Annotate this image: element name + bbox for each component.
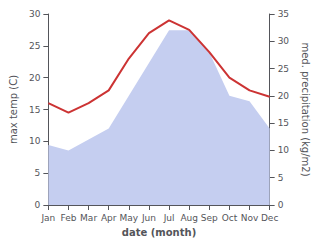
svg-text:5: 5 — [278, 173, 284, 183]
svg-text:Sep: Sep — [201, 213, 218, 223]
svg-text:0: 0 — [35, 200, 41, 210]
svg-text:30: 30 — [278, 36, 290, 46]
svg-text:Oct: Oct — [222, 213, 238, 223]
svg-text:Jan: Jan — [40, 213, 55, 223]
svg-text:date (month): date (month) — [122, 227, 196, 238]
svg-text:20: 20 — [29, 73, 41, 83]
svg-text:30: 30 — [29, 9, 41, 19]
svg-text:Jun: Jun — [141, 213, 156, 223]
svg-text:20: 20 — [278, 91, 290, 101]
svg-text:Dec: Dec — [261, 213, 278, 223]
svg-text:10: 10 — [278, 145, 290, 155]
svg-text:15: 15 — [278, 118, 289, 128]
svg-text:med. precipitation (kg/m2): med. precipitation (kg/m2) — [300, 42, 311, 176]
svg-text:5: 5 — [35, 168, 41, 178]
svg-text:Aug: Aug — [180, 213, 198, 223]
svg-text:May: May — [120, 213, 139, 223]
svg-text:0: 0 — [278, 200, 284, 210]
svg-text:Nov: Nov — [241, 213, 259, 223]
svg-text:15: 15 — [29, 105, 40, 115]
svg-text:25: 25 — [278, 64, 289, 74]
svg-text:Jul: Jul — [163, 213, 175, 223]
svg-text:Apr: Apr — [101, 213, 117, 223]
svg-text:25: 25 — [29, 41, 40, 51]
svg-text:10: 10 — [29, 136, 41, 146]
svg-text:Mar: Mar — [80, 213, 97, 223]
svg-text:max temp (C): max temp (C) — [8, 75, 19, 144]
svg-text:Feb: Feb — [61, 213, 77, 223]
svg-text:35: 35 — [278, 9, 289, 19]
